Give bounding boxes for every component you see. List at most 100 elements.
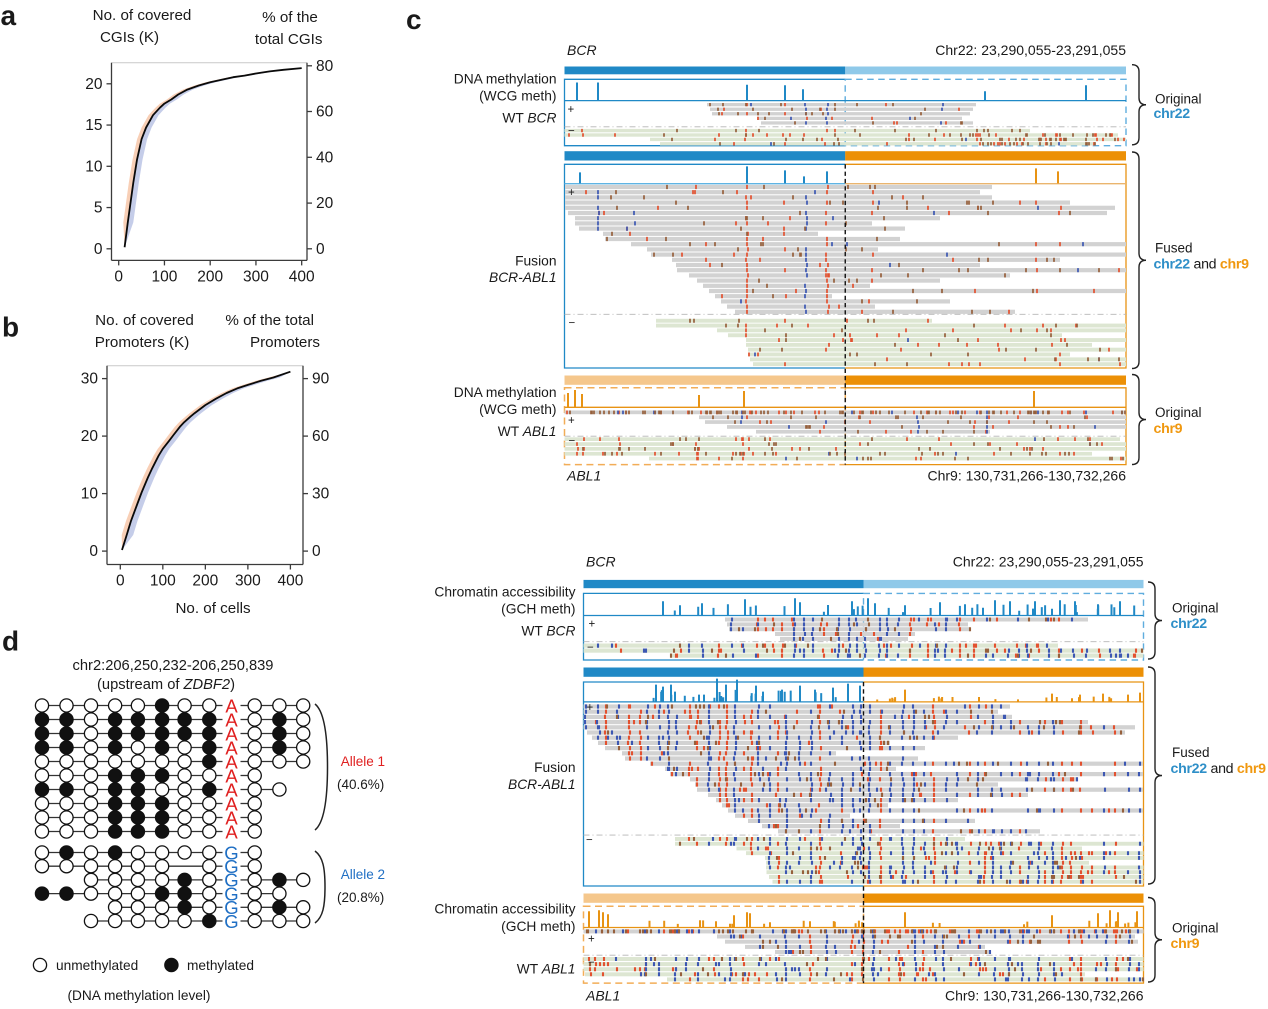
svg-text:400: 400 [277, 573, 303, 590]
svg-text:G: G [224, 883, 238, 904]
svg-text:methylated: methylated [187, 958, 254, 973]
svg-text:A: A [225, 709, 238, 730]
svg-text:(WCG meth): (WCG meth) [479, 89, 556, 104]
svg-text:Original: Original [1172, 601, 1219, 616]
svg-text:G: G [224, 870, 238, 891]
svg-text:WT ABL1: WT ABL1 [498, 424, 557, 439]
svg-text:chr22: chr22 [1171, 616, 1208, 632]
svg-text:300: 300 [235, 573, 261, 590]
svg-text:(upstream of ZDBF2): (upstream of ZDBF2) [97, 677, 235, 693]
svg-text:−: − [588, 957, 595, 969]
svg-text:(GCH meth): (GCH meth) [501, 602, 575, 617]
svg-text:−: − [586, 834, 593, 846]
svg-text:DNA methylation: DNA methylation [454, 72, 557, 87]
svg-text:chr22 and chr9: chr22 and chr9 [1171, 761, 1267, 777]
svg-text:100: 100 [152, 268, 178, 285]
svg-text:WT ABL1: WT ABL1 [517, 962, 576, 977]
svg-text:90: 90 [312, 371, 330, 388]
svg-text:200: 200 [197, 268, 223, 285]
svg-text:300: 300 [243, 268, 269, 285]
svg-text:A: A [225, 779, 238, 800]
svg-text:Promoters: Promoters [250, 334, 320, 351]
svg-text:G: G [224, 911, 238, 932]
svg-text:a: a [1, 0, 17, 31]
svg-text:ABL1: ABL1 [585, 988, 620, 1004]
svg-text:Original: Original [1172, 921, 1219, 936]
svg-text:BCR-ABL1: BCR-ABL1 [489, 270, 556, 285]
svg-text:ABL1: ABL1 [566, 468, 601, 484]
svg-text:+: + [568, 415, 575, 427]
svg-text:A: A [225, 765, 238, 786]
svg-text:Chr22: 23,290,055-23,291,055: Chr22: 23,290,055-23,291,055 [953, 554, 1144, 570]
svg-text:Fused: Fused [1172, 745, 1210, 760]
svg-text:20: 20 [81, 428, 99, 445]
svg-text:(WCG meth): (WCG meth) [479, 402, 556, 417]
svg-text:G: G [224, 856, 238, 877]
svg-text:A: A [225, 793, 238, 814]
svg-text:−: − [568, 126, 575, 138]
svg-text:+: + [568, 187, 575, 199]
svg-text:30: 30 [312, 486, 330, 503]
svg-text:BCR-ABL1: BCR-ABL1 [508, 777, 575, 792]
svg-text:chr22 and chr9: chr22 and chr9 [1154, 257, 1250, 273]
svg-text:Chr9: 130,731,266-130,732,266: Chr9: 130,731,266-130,732,266 [945, 988, 1144, 1004]
svg-text:chr9: chr9 [1171, 936, 1200, 952]
svg-text:40: 40 [316, 149, 334, 166]
svg-text:Original: Original [1155, 92, 1202, 107]
svg-text:(DNA methylation level): (DNA methylation level) [67, 988, 210, 1003]
svg-text:+: + [568, 104, 575, 116]
svg-text:+: + [587, 702, 594, 714]
svg-text:20: 20 [316, 195, 334, 212]
svg-text:0: 0 [316, 241, 325, 258]
svg-text:d: d [2, 626, 19, 657]
svg-text:A: A [225, 695, 238, 716]
svg-text:0: 0 [116, 573, 125, 590]
svg-text:A: A [225, 751, 238, 772]
svg-text:A: A [225, 821, 238, 842]
svg-text:30: 30 [81, 371, 99, 388]
svg-text:Promoters (K): Promoters (K) [95, 334, 190, 351]
svg-text:Chr9: 130,731,266-130,732,266: Chr9: 130,731,266-130,732,266 [928, 468, 1127, 484]
svg-text:Chromatin accessibility: Chromatin accessibility [434, 585, 575, 600]
svg-text:Fusion: Fusion [515, 253, 556, 268]
svg-text:Original: Original [1155, 405, 1202, 420]
svg-text:Fusion: Fusion [534, 760, 575, 775]
svg-text:Allele 2: Allele 2 [341, 867, 385, 882]
svg-text:unmethylated: unmethylated [56, 958, 138, 973]
svg-text:(GCH meth): (GCH meth) [501, 919, 575, 934]
svg-text:c: c [406, 4, 422, 35]
svg-text:(20.8%): (20.8%) [337, 890, 384, 905]
svg-text:WT BCR: WT BCR [502, 111, 556, 126]
svg-text:chr2:206,250,232-206,250,839: chr2:206,250,232-206,250,839 [73, 658, 274, 674]
svg-text:A: A [225, 737, 238, 758]
svg-text:DNA methylation: DNA methylation [454, 385, 557, 400]
svg-text:chr9: chr9 [1154, 421, 1183, 437]
svg-text:+: + [589, 618, 596, 630]
svg-text:−: − [569, 318, 576, 330]
svg-text:20: 20 [85, 76, 103, 93]
svg-text:200: 200 [192, 573, 218, 590]
svg-text:total CGIs: total CGIs [255, 31, 323, 48]
svg-text:WT BCR: WT BCR [521, 624, 575, 639]
svg-text:chr22: chr22 [1154, 106, 1191, 122]
svg-text:Chromatin accessibility: Chromatin accessibility [434, 902, 575, 917]
svg-text:80: 80 [316, 58, 334, 75]
svg-text:A: A [225, 807, 238, 828]
svg-text:−: − [587, 642, 594, 654]
svg-text:15: 15 [85, 117, 102, 134]
svg-text:100: 100 [150, 573, 176, 590]
svg-text:% of the: % of the [262, 9, 318, 26]
svg-text:5: 5 [94, 200, 103, 217]
svg-text:G: G [224, 897, 238, 918]
svg-text:0: 0 [89, 543, 98, 560]
svg-text:10: 10 [81, 486, 99, 503]
svg-text:60: 60 [316, 104, 334, 121]
svg-text:Fused: Fused [1155, 241, 1193, 256]
svg-text:+: + [588, 934, 595, 946]
svg-text:10: 10 [85, 158, 103, 175]
svg-text:No. of cells: No. of cells [175, 600, 251, 617]
svg-text:G: G [224, 842, 238, 863]
svg-text:A: A [225, 723, 238, 744]
svg-text:(40.6%): (40.6%) [337, 777, 384, 792]
svg-text:0: 0 [114, 268, 123, 285]
